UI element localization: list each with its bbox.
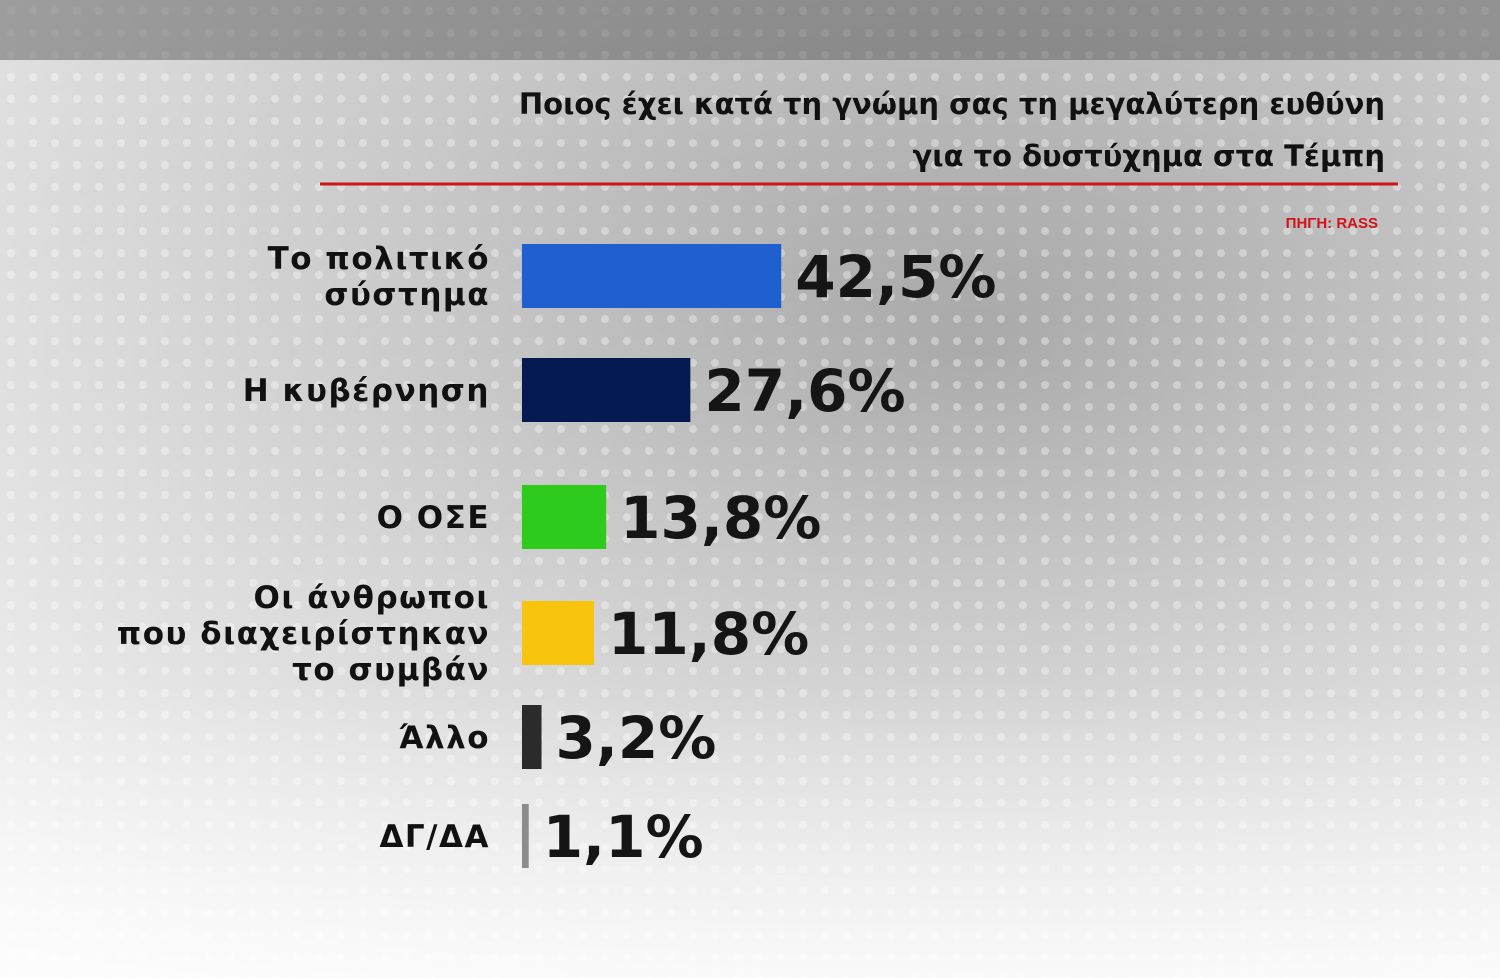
value-label: 3,2% xyxy=(556,704,717,772)
bar xyxy=(522,804,529,868)
category-label: σύστημα xyxy=(324,277,490,313)
value-label: 1,1% xyxy=(543,803,704,871)
category-label: ΔΓ/ΔΑ xyxy=(379,819,490,855)
bar xyxy=(522,601,594,665)
category-label: Άλλο xyxy=(399,720,490,756)
bar xyxy=(522,705,542,769)
category-label: Η κυβέρνηση xyxy=(243,373,490,409)
source: ΠΗΓΗ: RASS xyxy=(1286,215,1378,232)
category-label: που διαχειρίστηκαν xyxy=(117,616,490,652)
chart-title: για το δυστύχημα στα Τέμπη xyxy=(913,139,1385,173)
value-label: 13,8% xyxy=(620,484,821,552)
category-label: το συμβάν xyxy=(292,652,490,688)
category-label: Οι άνθρωποι xyxy=(254,580,490,616)
value-label: 11,8% xyxy=(608,600,809,668)
background-top xyxy=(0,0,1500,60)
value-label: 42,5% xyxy=(795,243,996,311)
chart-title: Ποιος έχει κατά τη γνώμη σας τη μεγαλύτε… xyxy=(519,87,1385,121)
category-label: Το πολιτικό xyxy=(268,241,490,277)
bar xyxy=(522,358,691,422)
value-label: 27,6% xyxy=(704,357,905,425)
category-label: Ο ΟΣΕ xyxy=(377,500,490,536)
bar xyxy=(522,244,782,308)
bar xyxy=(522,485,607,549)
